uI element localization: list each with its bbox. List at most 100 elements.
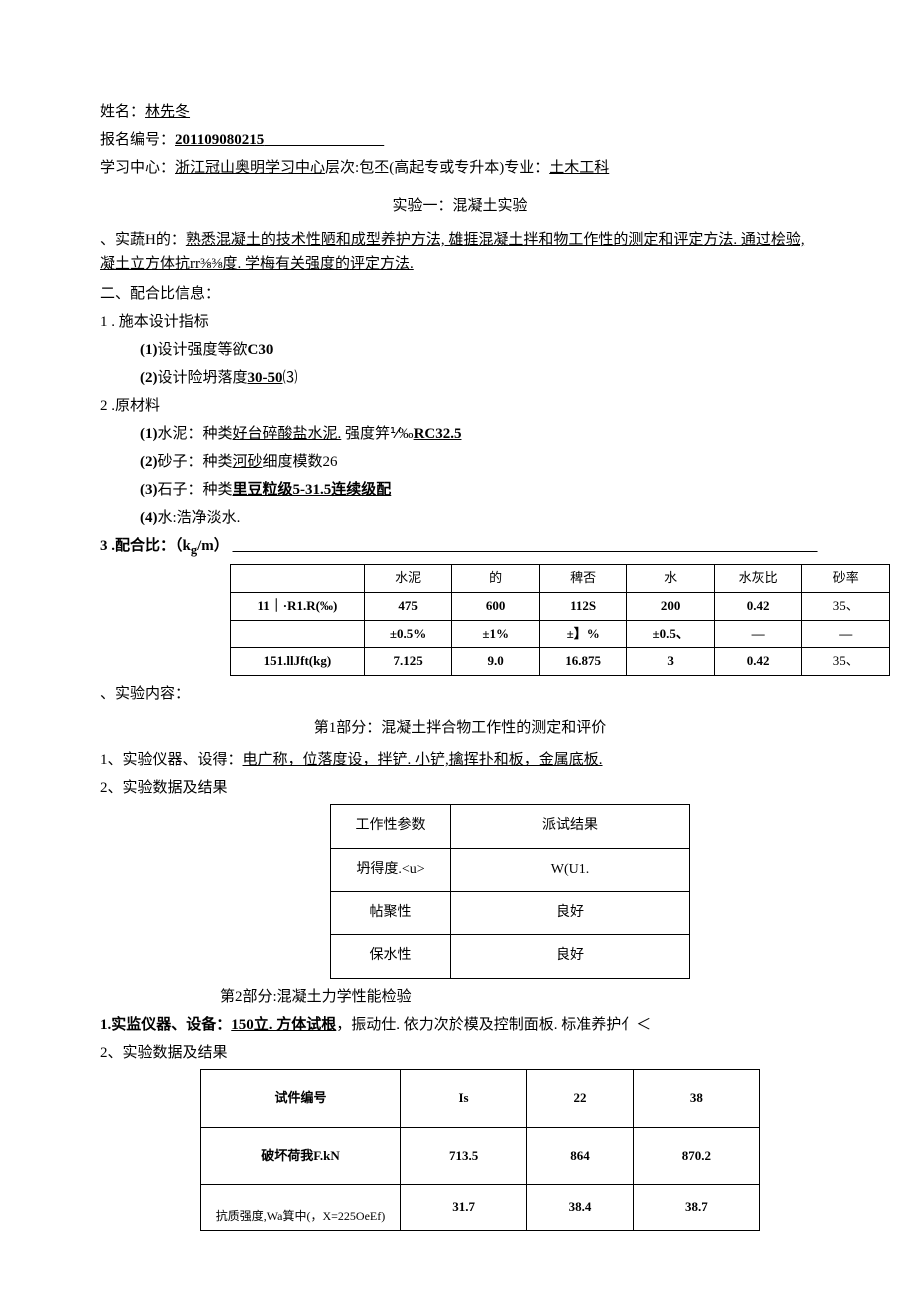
p1-1: 1、实验仪器、设得：电广称，位落度设，拌铲. 小铲,擒挥扑和板，金属底板. — [100, 748, 820, 772]
section-exp: 、实验内容： — [100, 682, 820, 706]
s1: 1 . 施本设计指标 — [100, 310, 820, 334]
mix-r1c5: — — [714, 620, 802, 648]
name-value: 林先冬 — [145, 104, 190, 120]
table-row: 151.llJft(kg) 7.125 9.0 16.875 3 0.42 35… — [231, 648, 890, 676]
mix-r2c4: 3 — [627, 648, 715, 676]
s1a-c30: C30 — [248, 342, 274, 358]
st-r0c3: 38 — [633, 1069, 759, 1127]
s2d-text: 水:浩净淡水. — [158, 510, 241, 526]
s2b-label: 砂子：种类 — [158, 454, 233, 470]
mix-r1c1: ±0.5% — [364, 620, 452, 648]
s1a-bold: (1) — [140, 342, 158, 358]
s2a: (1)水泥：种类好台碎酸盐水泥. 强度笄⅟‰RC32.5 — [100, 422, 820, 446]
s2: 2 .原材料 — [100, 394, 820, 418]
s3-blank — [233, 538, 818, 554]
p1-1-label: 1、实验仪器、设得： — [100, 752, 243, 768]
w-r1c1: W(U1. — [451, 848, 690, 891]
mix-r0c0: 11｜·R1.R(‰) — [231, 592, 365, 620]
s2c: (3)石子：种类里豆粒级5-31.5连续级配 — [100, 478, 820, 502]
header-regno: 报名编号：201109080215 — [100, 128, 820, 152]
st-r2c3: 38.7 — [633, 1185, 759, 1231]
strength-table: 试件编号 Is 22 38 破坏荷我F.kN 713.5 864 870.2 抗… — [200, 1069, 760, 1231]
mix-h0 — [231, 565, 365, 593]
st-r1c2: 864 — [527, 1127, 634, 1185]
s3-label: 3 .配合比：（k — [100, 538, 191, 554]
purpose-label: 、实蔬H的： — [100, 232, 186, 248]
p2-1: 1.实监仪器、设备：150立. 方体试根，振动仕. 依力次於模及控制面板. 标准… — [100, 1013, 820, 1037]
mix-h4: 水 — [627, 565, 715, 593]
s2b-suffix: 细度模数26 — [263, 454, 338, 470]
part1-title: 第1部分：混凝土拌合物工作性的测定和评价 — [100, 716, 820, 740]
mix-r0c6: 35、 — [802, 592, 890, 620]
table-row: 破坏荷我F.kN 713.5 864 870.2 — [201, 1127, 760, 1185]
mix-r2c3: 16.875 — [539, 648, 627, 676]
w-r1c0: 坍得度.<u> — [331, 848, 451, 891]
s3: 3 .配合比：（kg/m） — [100, 534, 820, 560]
s2d-num: (4) — [140, 510, 158, 526]
mix-h6: 砂率 — [802, 565, 890, 593]
p2-1-label: 1.实监仪器、设备： — [100, 1017, 231, 1033]
experiment-title: 实验一：混凝土实验 — [100, 194, 820, 218]
mix-r1c2: ±1% — [452, 620, 540, 648]
center-label: 学习中心： — [100, 160, 175, 176]
mix-table: 水泥 的 稗否 水 水灰比 砂率 11｜·R1.R(‰) 475 600 112… — [230, 564, 890, 676]
mix-r0c5: 0.42 — [714, 592, 802, 620]
center-value: 浙江冠山奥明学习中心 — [175, 160, 325, 176]
major-value: 土木工科 — [549, 160, 609, 176]
table-row: ±0.5% ±1% ±】% ±0.5、 — — — [231, 620, 890, 648]
mix-r1c4: ±0.5、 — [627, 620, 715, 648]
s3-suffix: /m） — [197, 538, 229, 554]
table-row: 保水性良好 — [331, 935, 690, 978]
mix-r2c6: 35、 — [802, 648, 890, 676]
level-label: 层次: — [325, 160, 359, 176]
mix-r0c3: 112S — [539, 592, 627, 620]
section-2: 二、配合比信息： — [100, 282, 820, 306]
table-row: 试件编号 Is 22 38 — [201, 1069, 760, 1127]
mix-r0c2: 600 — [452, 592, 540, 620]
st-r2c0: 抗质强度,Wa箕中(，X=225OeEf) — [201, 1185, 401, 1231]
p2-1-suffix: ，振动仕. 依力次於模及控制面板. 标准养护亻＜ — [336, 1017, 651, 1033]
w-r3c0: 保水性 — [331, 935, 451, 978]
p2-2: 2、实验数据及结果 — [100, 1041, 820, 1065]
s1b-suffix: ⑶ — [283, 370, 298, 386]
st-r2c1: 31.7 — [401, 1185, 527, 1231]
st-r0c1: Is — [401, 1069, 527, 1127]
table-row: 11｜·R1.R(‰) 475 600 112S 200 0.42 35、 — [231, 592, 890, 620]
s2c-label: 石子：种类 — [158, 482, 233, 498]
table-row: 工作性参数派试结果 — [331, 805, 690, 848]
s2a-mid: 强度笄⅟‰ — [341, 426, 413, 442]
p1-1-val: 电广称，位落度设，拌铲. 小铲,擒挥扑和板，金属底板. — [243, 752, 603, 768]
st-r0c0: 试件编号 — [201, 1069, 401, 1127]
st-r2c2: 38.4 — [527, 1185, 634, 1231]
level-value: 包丕(高起专或专升本) — [359, 160, 504, 176]
table-row: 水泥 的 稗否 水 水灰比 砂率 — [231, 565, 890, 593]
s1b-val: 30-50 — [248, 370, 283, 386]
mix-r2c5: 0.42 — [714, 648, 802, 676]
s2c-val: 里豆粒级5-31.5连续级配 — [233, 482, 392, 498]
mix-h3: 稗否 — [539, 565, 627, 593]
p1-2: 2、实验数据及结果 — [100, 776, 820, 800]
w-r0c0: 工作性参数 — [331, 805, 451, 848]
s2d: (4)水:浩净淡水. — [100, 506, 820, 530]
mix-r1c3: ±】% — [539, 620, 627, 648]
mix-r2c1: 7.125 — [364, 648, 452, 676]
s1a: (1)设计强度等欲C30 — [100, 338, 820, 362]
regno-blank — [264, 132, 384, 148]
mix-h2: 的 — [452, 565, 540, 593]
s1a-text: 设计强度等欲 — [158, 342, 248, 358]
w-r2c0: 帖聚性 — [331, 891, 451, 934]
st-r0c2: 22 — [527, 1069, 634, 1127]
w-r3c1: 良好 — [451, 935, 690, 978]
s2a-val: 好台碎酸盐水泥. — [233, 426, 342, 442]
st-r1c3: 870.2 — [633, 1127, 759, 1185]
mix-h5: 水灰比 — [714, 565, 802, 593]
mix-r2c0: 151.llJft(kg) — [231, 648, 365, 676]
s1b: (2)设计险坍落度30-50⑶ — [100, 366, 820, 390]
part2-title: 第2部分:混凝土力学性能检验 — [100, 985, 820, 1009]
regno-label: 报名编号： — [100, 132, 175, 148]
s1b-bold: (2) — [140, 370, 158, 386]
mix-r0c4: 200 — [627, 592, 715, 620]
header-center: 学习中心：浙江冠山奥明学习中心层次:包丕(高起专或专升本)专业：土木工科 — [100, 156, 820, 180]
major-label: 专业： — [504, 160, 549, 176]
s2b-val: 河砂 — [233, 454, 263, 470]
